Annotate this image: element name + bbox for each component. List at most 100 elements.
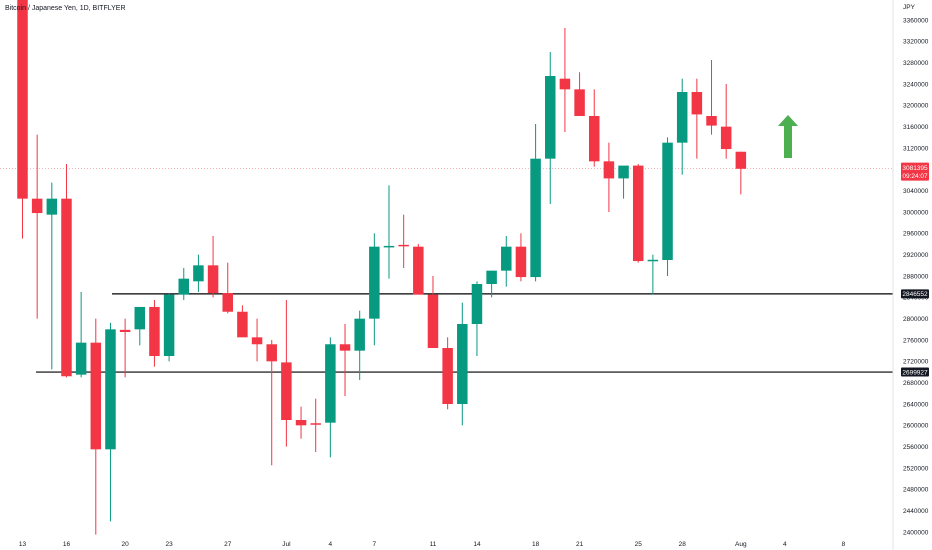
candle-body [501,246,512,271]
time-axis[interactable]: 13 16 20 23 27 Jul 4 7 11 14 18 21 25 28 Aug 4 8 [19,541,846,548]
candle-body [588,116,600,162]
time-tick-label: Jul [282,541,291,548]
candle[interactable] [676,78,688,175]
candle-body [193,265,204,282]
time-tick-label: 11 [430,541,437,548]
candle[interactable] [17,0,28,239]
candle[interactable] [427,276,439,348]
candle[interactable] [369,233,380,346]
candle[interactable] [457,302,468,426]
candle-body [735,151,747,169]
candle[interactable] [193,254,204,292]
candle[interactable] [632,164,644,263]
price-tick-label: 2760000 [903,337,929,344]
candle-body [31,198,43,214]
candle[interactable] [178,268,190,300]
candle[interactable] [471,281,483,356]
level-price-tag [901,367,929,377]
candle[interactable] [647,254,659,295]
price-tick-label: 2920000 [903,252,929,259]
candle-body [720,126,732,150]
candle-body [662,142,673,260]
price-axis[interactable]: 3360000 3320000 3280000 3240000 3200000 31600… [892,0,929,550]
candle[interactable] [310,398,321,452]
candle-body [442,348,453,404]
candle[interactable] [31,134,43,319]
price-tick-label: 3120000 [903,145,929,152]
price-tick-label: 3320000 [903,39,929,46]
candle[interactable] [105,322,116,522]
candle[interactable] [618,165,629,199]
candle[interactable] [61,164,72,378]
arrow-up-icon[interactable] [778,115,798,158]
candle-body [339,344,351,351]
candle-body [178,278,190,295]
candle[interactable] [662,137,673,276]
price-tick-label: 3200000 [903,103,929,110]
candle-body [457,324,468,404]
candle-body [427,294,439,348]
candle[interactable] [119,318,131,378]
candle-body [545,76,556,159]
candle[interactable] [295,406,307,439]
candle[interactable] [149,300,160,367]
time-tick-label: 25 [635,541,643,548]
candle[interactable] [383,185,395,279]
candle[interactable] [486,270,497,298]
candle[interactable] [207,236,219,298]
candle-body [163,294,175,356]
candle[interactable] [46,182,58,370]
candle[interactable] [251,318,263,362]
price-tick-label: 2600000 [903,423,929,430]
price-tick-label: 3360000 [903,17,929,24]
candle[interactable] [559,28,571,132]
candle[interactable] [398,214,409,268]
candle[interactable] [134,306,146,346]
candle[interactable] [163,293,175,362]
candle[interactable] [735,151,747,195]
level-price-tag-text: 2699927 [902,369,928,376]
candle[interactable] [588,89,600,167]
candle[interactable] [222,262,233,314]
candle-body [325,344,336,423]
price-tick-label: 2720000 [903,359,929,366]
candle[interactable] [720,84,732,159]
price-tick-label: 2560000 [903,444,929,451]
candle[interactable] [515,233,527,282]
candle[interactable] [706,60,717,135]
candle[interactable] [545,52,556,204]
last-price-tag [901,162,929,181]
candle-body [237,311,248,338]
candle-body [90,342,102,450]
candle-body [618,165,629,179]
candle[interactable] [501,236,512,287]
candle[interactable] [530,124,541,282]
candle-body [119,329,131,332]
candle[interactable] [354,310,365,380]
price-tick-label: 3160000 [903,124,929,131]
candle-body [559,78,571,90]
candle[interactable] [325,337,336,458]
candle[interactable] [237,305,248,338]
candle[interactable] [266,340,277,466]
candle[interactable] [75,292,87,378]
time-tick-label: 27 [224,541,232,548]
candle[interactable] [574,72,585,116]
candle[interactable] [691,78,703,159]
price-tick-label: 2880000 [903,273,929,280]
candle-body [530,158,541,278]
candle[interactable] [603,142,615,212]
candle[interactable] [442,337,453,410]
candle-body [383,245,395,248]
time-tick-label: 13 [19,541,27,548]
candle[interactable] [281,300,292,447]
candle[interactable] [90,318,102,535]
candle-body [105,329,116,450]
price-tick-label: 2440000 [903,508,929,515]
candle-body [369,246,380,319]
candle[interactable] [339,324,351,396]
candle[interactable] [413,244,424,295]
candle-body [354,318,365,351]
